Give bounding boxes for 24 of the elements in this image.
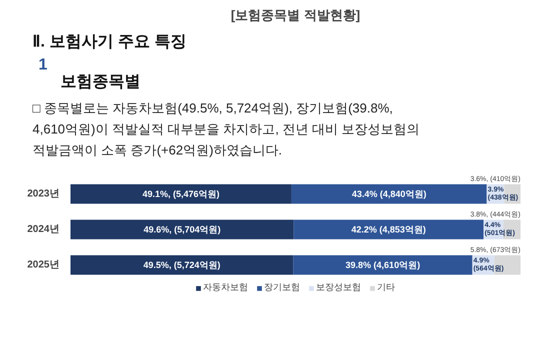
bar — [70, 184, 292, 204]
text: 보험종목별 — [60, 74, 140, 90]
data-label: 39.8% (4,610억원) — [346, 260, 420, 270]
legend-label: 자동차보험 — [203, 281, 248, 294]
bar — [291, 184, 487, 204]
data-label: 49.5%, (5,724억원) — [143, 260, 220, 270]
text: Ⅱ. 보험사기 주요 특징 — [32, 34, 186, 50]
bar — [294, 220, 484, 240]
text: 1 — [38, 56, 48, 74]
text: □ 종목별로는 자동차보험(49.5%, 5,724억원), 장기보험(39.8%, 4,610억원)이 적발실적 대부분을 차지하고, 전년 대비 보장성보험의 적발금액이 소폭 증가(+62억원)하였습니다. — [32, 100, 420, 158]
data-label: 49.6%, (5,704억원) — [144, 224, 221, 234]
bar — [70, 255, 294, 275]
data-label: 42.2% (4,853억원) — [351, 224, 426, 234]
data-label: 49.1%, (5,476억원) — [142, 188, 220, 199]
chart-title: [보험종목별 적발현황] — [230, 8, 360, 22]
legend-label: 장기보험 — [264, 281, 300, 294]
bar — [293, 255, 472, 275]
y-tick-label: 2024년 — [27, 224, 60, 235]
data-label: 43.4% (4,840억원) — [352, 188, 426, 199]
legend-label: 기타 — [377, 281, 395, 294]
y-tick-label: 2023년 — [27, 188, 60, 200]
bar — [70, 220, 294, 240]
legend-label: 보장성보험 — [316, 281, 361, 294]
y-tick-label: 2025년 — [27, 260, 60, 271]
